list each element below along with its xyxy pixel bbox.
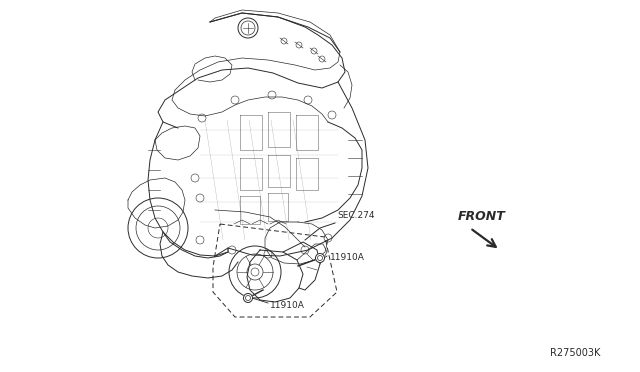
Text: FRONT: FRONT bbox=[458, 210, 506, 223]
Circle shape bbox=[316, 253, 324, 263]
Text: SEC.274: SEC.274 bbox=[337, 211, 374, 220]
Text: 11910A: 11910A bbox=[270, 301, 305, 310]
Circle shape bbox=[243, 294, 253, 302]
Text: R275003K: R275003K bbox=[550, 348, 600, 358]
Text: 11910A: 11910A bbox=[330, 253, 365, 263]
